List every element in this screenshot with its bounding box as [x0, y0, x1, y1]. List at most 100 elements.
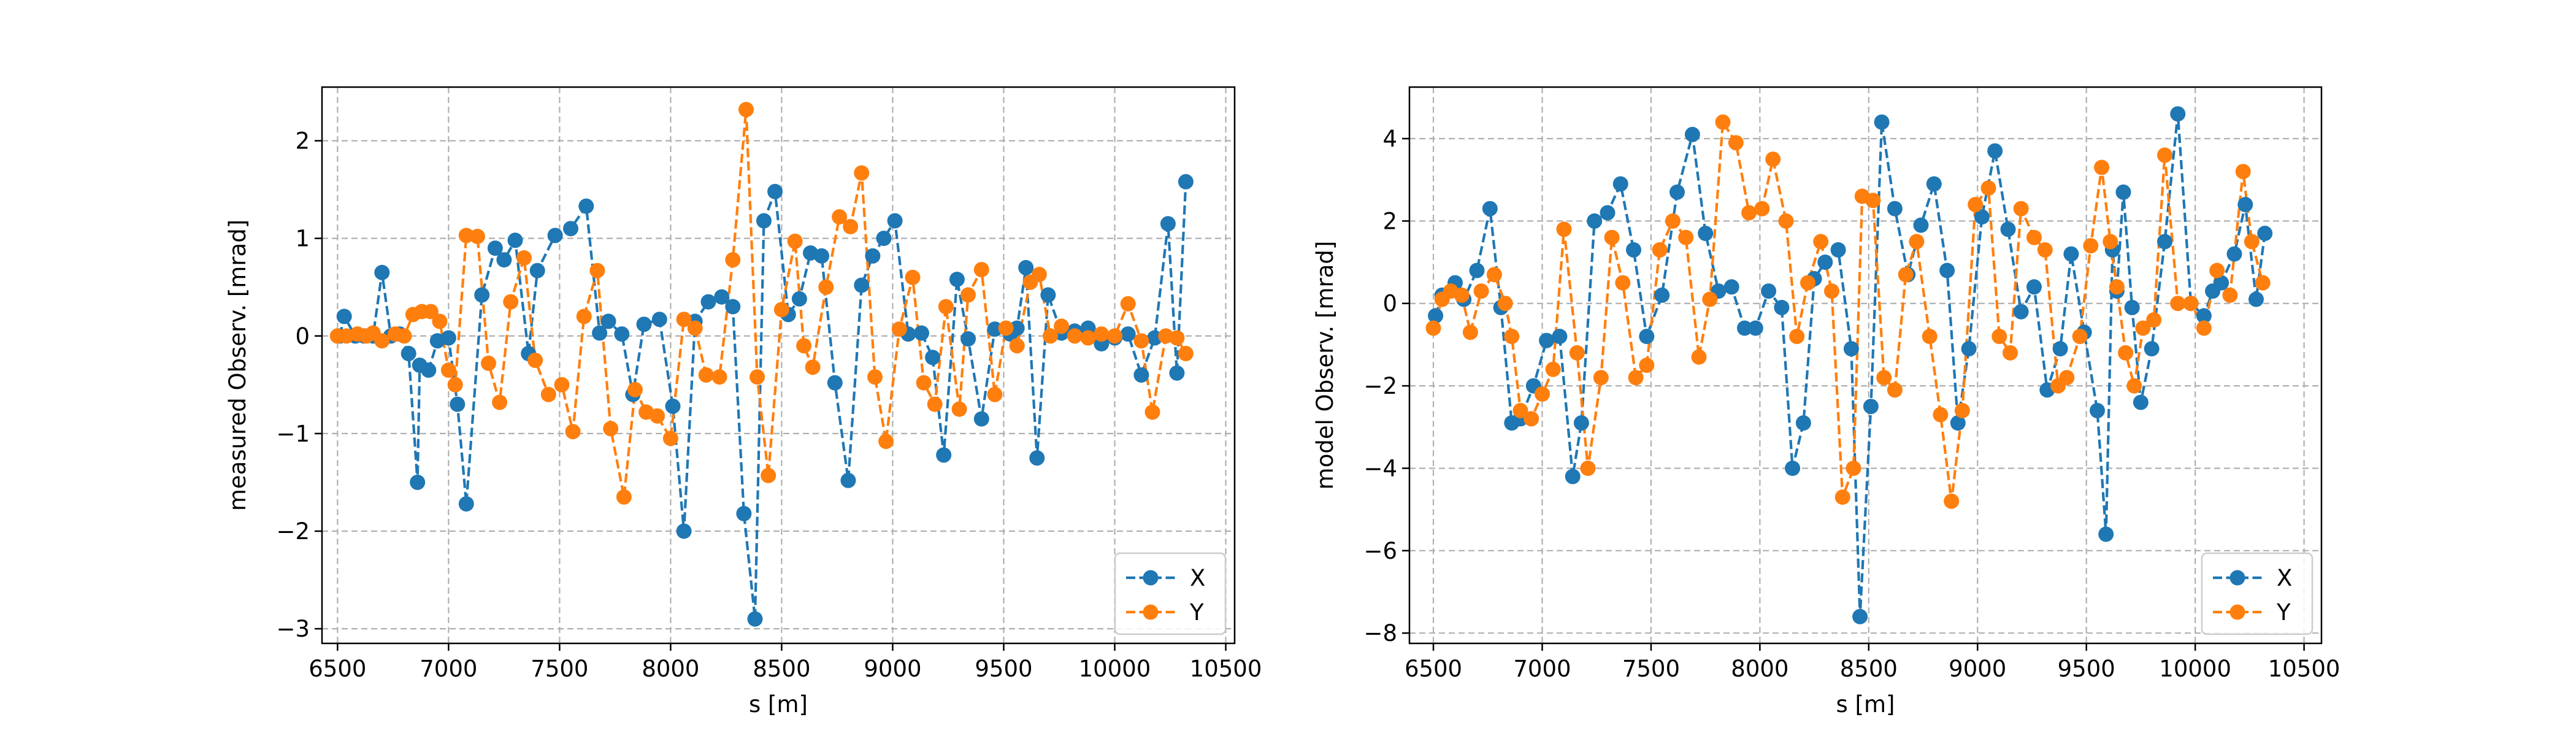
data-point-y: [516, 250, 532, 266]
data-point-y: [1922, 329, 1938, 344]
y-tick-label: −4: [1363, 455, 1397, 481]
data-point-y: [738, 102, 754, 118]
data-point-y: [1765, 151, 1781, 167]
y-axis-label: measured Observ. [mrad]: [224, 220, 251, 511]
data-point-y: [998, 320, 1014, 336]
data-point-y: [1898, 267, 1914, 283]
data-point-y: [698, 367, 714, 383]
data-point-y: [1980, 180, 1996, 196]
x-axis-label: s [m]: [749, 691, 808, 718]
data-point-y: [1107, 328, 1122, 344]
data-point-y: [938, 299, 954, 315]
data-point-x: [1626, 242, 1641, 258]
data-point-x: [1573, 415, 1589, 431]
data-point-y: [1991, 329, 2007, 344]
x-tick-label: 10500: [2268, 656, 2340, 682]
data-point-x: [563, 221, 578, 237]
data-point-x: [600, 313, 616, 329]
data-point-y: [1043, 328, 1058, 344]
data-point-y: [1865, 193, 1881, 209]
data-point-x: [840, 472, 856, 488]
y-tick-label: 1: [295, 226, 310, 252]
data-point-x: [714, 289, 730, 305]
data-point-x: [410, 474, 426, 490]
data-point-y: [891, 321, 907, 337]
data-point-x: [2090, 402, 2105, 418]
data-point-x: [529, 263, 545, 278]
data-point-x: [2124, 299, 2140, 315]
data-point-y: [927, 396, 943, 412]
data-point-x: [1785, 461, 1801, 476]
data-point-x: [2157, 234, 2172, 250]
data-point-y: [725, 252, 741, 268]
data-point-x: [1133, 367, 1149, 383]
data-point-x: [1565, 469, 1581, 485]
data-point-y: [676, 312, 692, 328]
data-point-y: [1593, 370, 1609, 386]
data-point-y: [1545, 361, 1561, 377]
legend-box: [2201, 552, 2313, 635]
data-point-x: [949, 272, 965, 287]
x-tick-label: 6500: [1405, 656, 1462, 682]
data-point-x: [676, 523, 692, 539]
data-point-x: [1774, 299, 1790, 315]
data-point-x: [1169, 365, 1185, 381]
data-point-x: [636, 316, 652, 332]
data-point-x: [854, 277, 870, 293]
measured-observables-chart: 6500 7000 7500 8000 8500 9000 9500 10000 10500 −3…: [224, 86, 1262, 718]
data-point-y: [616, 489, 632, 505]
data-point-x: [725, 299, 741, 315]
data-point-y: [527, 353, 543, 368]
data-point-y: [1628, 370, 1644, 386]
data-point-y: [1556, 221, 1572, 237]
data-point-x: [887, 213, 903, 229]
y-tick-label: −2: [276, 518, 310, 545]
data-point-x: [2013, 304, 2029, 320]
data-point-y: [2118, 345, 2134, 361]
data-point-x: [925, 350, 941, 366]
data-point-y: [432, 313, 448, 329]
data-point-x: [1887, 201, 1903, 217]
x-tick-label: 9000: [864, 656, 921, 682]
data-point-y: [2013, 201, 2029, 217]
data-point-y: [951, 401, 967, 417]
data-point-x: [614, 326, 630, 342]
x-tick-label: 7500: [1622, 656, 1680, 682]
data-point-x: [914, 325, 929, 341]
data-point-y: [2209, 263, 2225, 278]
data-point-x: [507, 232, 523, 248]
data-point-y: [1789, 329, 1805, 344]
data-point-y: [2037, 242, 2053, 258]
legend-marker-y: [1143, 604, 1159, 620]
data-point-x: [1539, 332, 1555, 348]
data-point-y: [662, 431, 678, 447]
data-point-x: [1639, 329, 1655, 344]
data-point-y: [1954, 402, 1970, 418]
data-point-y: [1824, 283, 1839, 299]
data-point-y: [565, 424, 581, 440]
data-point-y: [440, 362, 456, 378]
model-observables-chart: 6500 7000 7500 8000 8500 9000 9500 10000 10500 −8…: [1312, 86, 2340, 718]
data-point-y: [1665, 213, 1681, 229]
data-point-x: [791, 291, 807, 307]
data-point-y: [1834, 489, 1850, 505]
data-point-y: [374, 333, 390, 349]
data-point-x: [1482, 201, 1498, 217]
data-point-x: [2052, 341, 2068, 357]
data-point-y: [2170, 296, 2186, 312]
data-point-y: [1580, 461, 1596, 476]
series-line-y: [1432, 118, 2264, 502]
data-point-y: [1678, 229, 1694, 245]
data-point-y: [2183, 296, 2199, 312]
plot-frame: [1408, 86, 2323, 645]
data-point-x: [1817, 255, 1833, 270]
x-tick-label: 9000: [1949, 656, 2006, 682]
data-point-y: [1741, 205, 1757, 221]
x-tick-label: 8000: [1731, 656, 1788, 682]
data-point-y: [843, 219, 859, 234]
data-point-x: [2098, 526, 2114, 542]
y-axis-label: model Observ. [mrad]: [1312, 241, 1338, 490]
data-point-y: [492, 394, 508, 410]
data-point-x: [2248, 291, 2264, 307]
